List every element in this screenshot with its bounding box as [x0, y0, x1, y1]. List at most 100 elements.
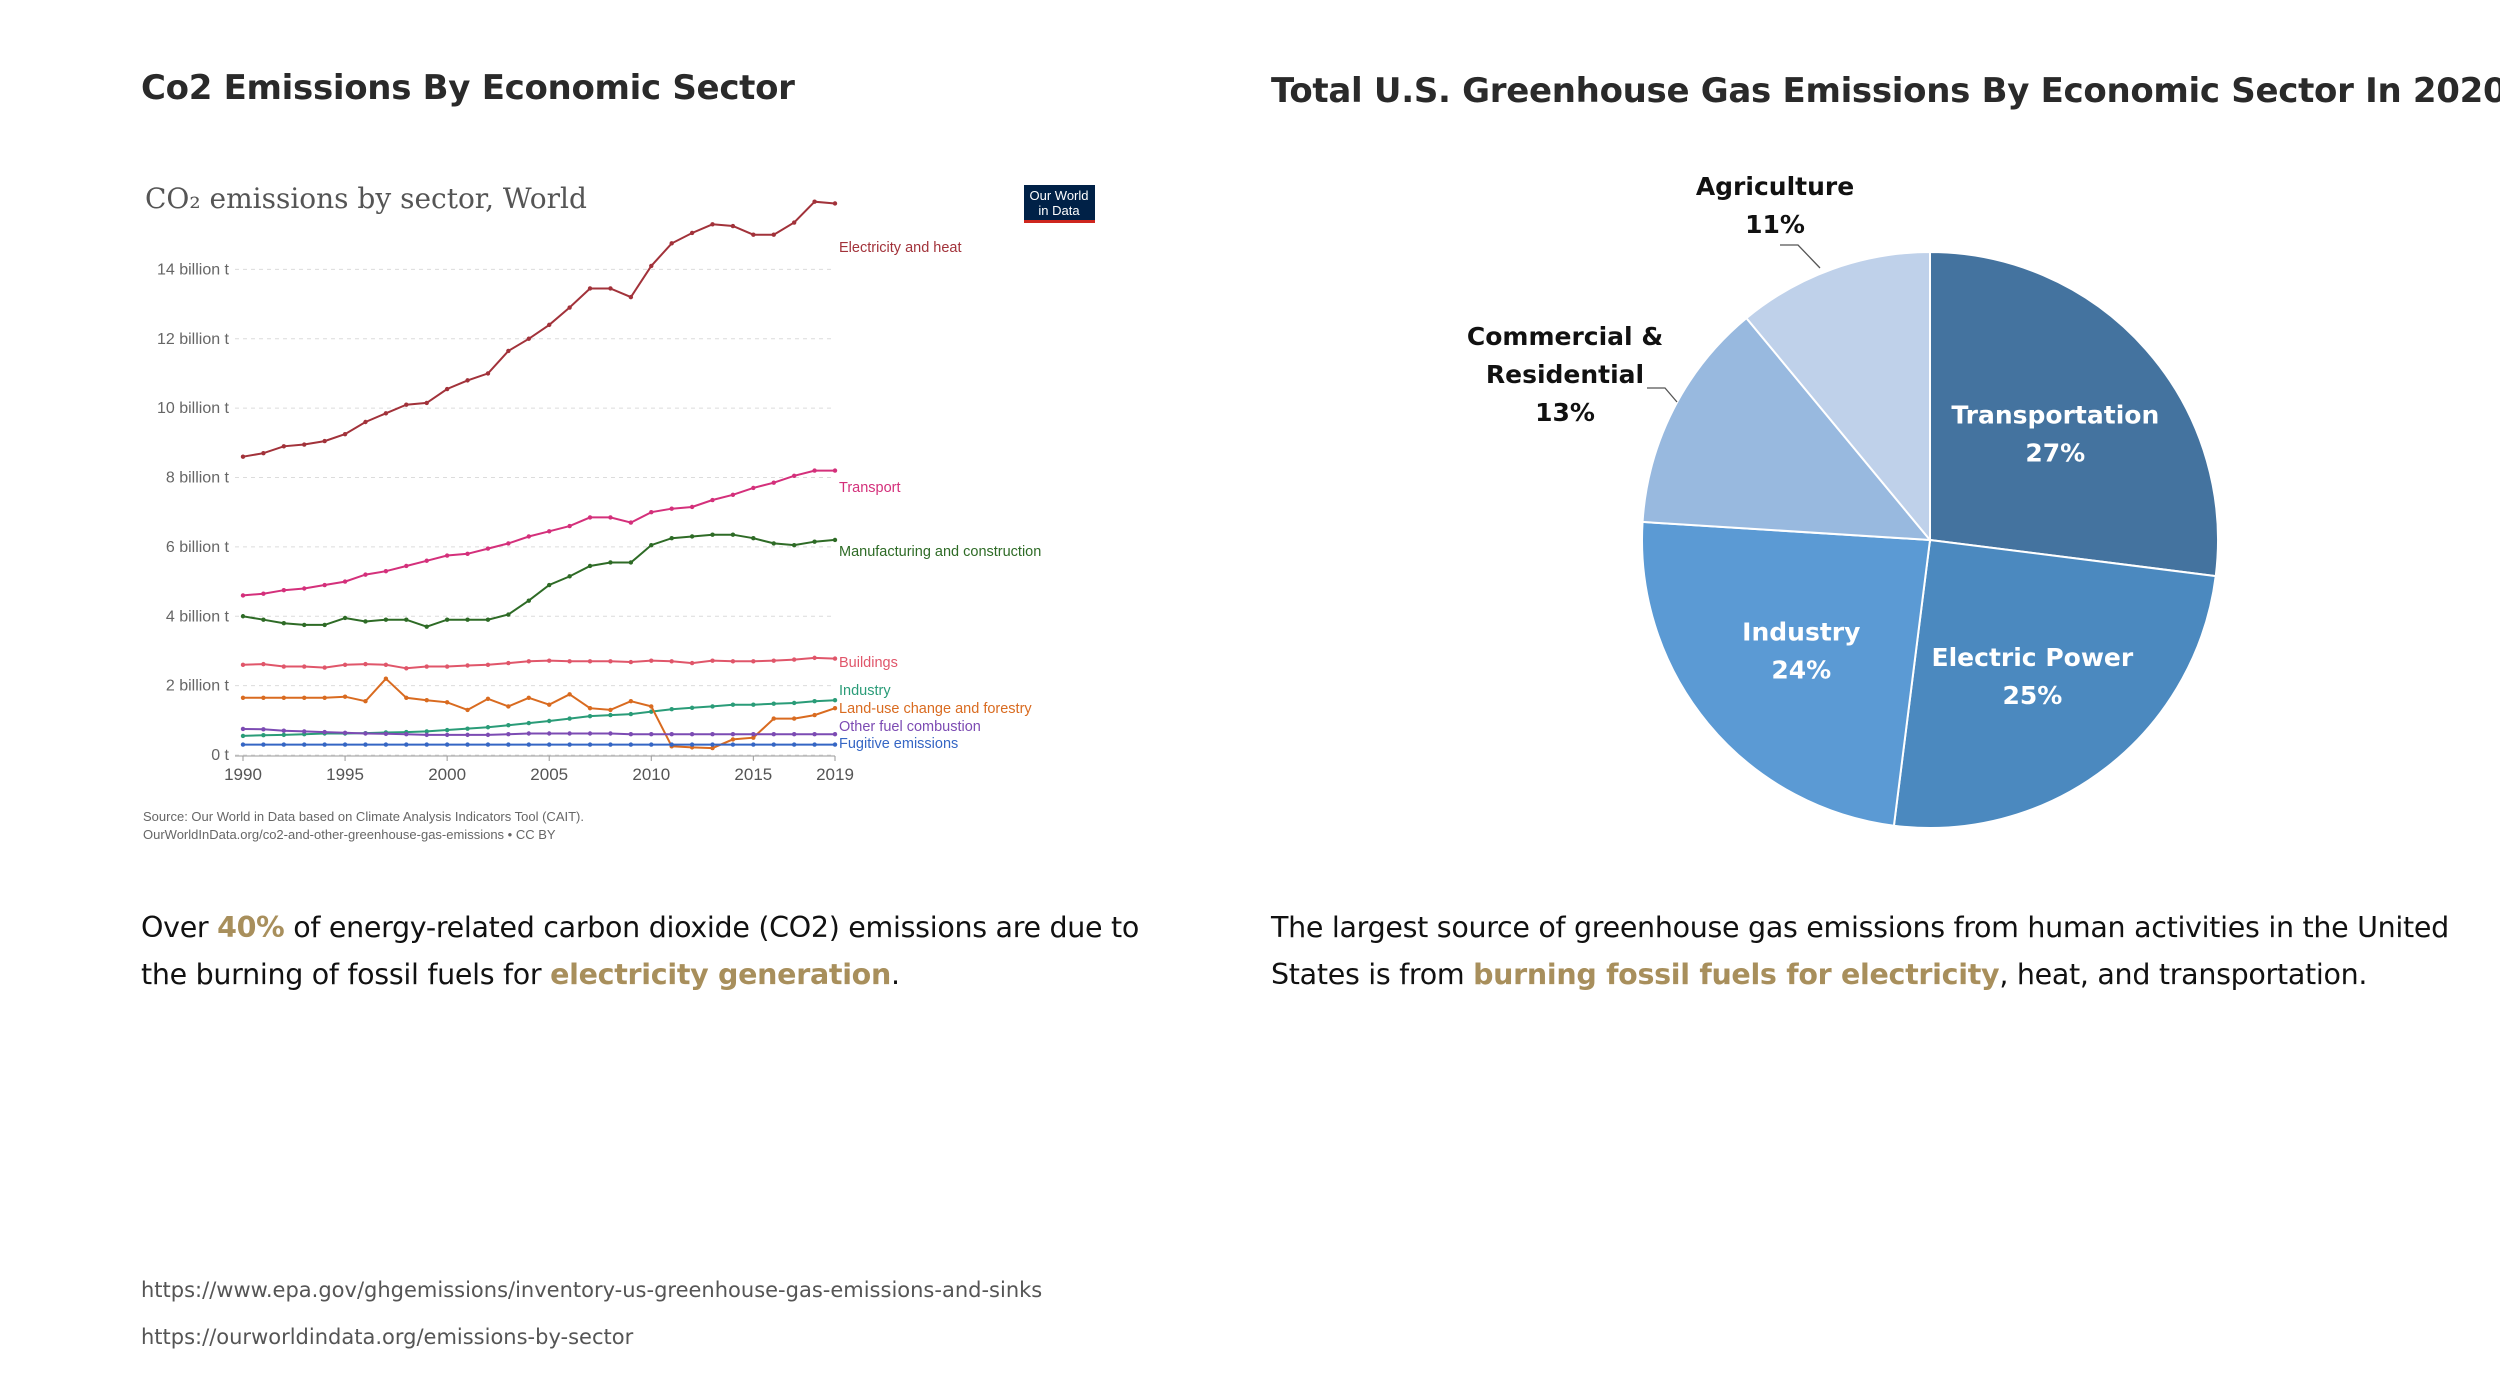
data-point	[730, 702, 736, 707]
data-point	[567, 659, 572, 664]
data-point	[608, 560, 613, 565]
data-point	[751, 742, 756, 747]
data-point	[689, 534, 695, 539]
data-point	[383, 617, 389, 622]
pie-slice-commercial	[1641, 316, 1933, 542]
data-point	[281, 695, 287, 700]
data-point	[587, 563, 593, 569]
source-link-epa[interactable]: https://www.epa.gov/ghgemissions/invento…	[141, 1278, 1043, 1302]
line-chart-series	[240, 199, 838, 751]
series-land-use-change-and-forestry	[240, 676, 838, 751]
x-tick-label: 1995	[326, 765, 364, 784]
data-point	[587, 742, 593, 747]
pie-labels: Transportation 27% Electric Power 25% Indust…	[1467, 172, 2159, 710]
data-point	[485, 742, 491, 747]
data-point	[465, 707, 470, 713]
data-point	[322, 729, 327, 735]
data-point	[608, 659, 613, 664]
data-point	[261, 661, 266, 667]
left-paragraph-line1: Over 40% of energy-related carbon dioxid…	[141, 911, 1140, 944]
data-point	[628, 731, 634, 737]
data-point	[710, 532, 715, 537]
data-point	[649, 542, 654, 548]
y-tick-label: 8 billion t	[166, 470, 230, 487]
data-point	[832, 201, 838, 206]
data-point	[649, 704, 654, 709]
data-point	[587, 286, 593, 291]
series-line-other-fuel-combustion	[242, 728, 835, 736]
series-label-industry: Industry	[839, 683, 891, 699]
data-point	[751, 731, 756, 737]
data-point	[506, 731, 511, 737]
data-point	[587, 659, 593, 664]
data-point	[812, 468, 817, 473]
data-point	[771, 658, 776, 663]
pie-value-electric-power: 25%	[2002, 681, 2062, 710]
x-tick-label: 2010	[632, 765, 670, 784]
data-point	[812, 199, 817, 204]
data-point	[771, 541, 776, 546]
data-point	[649, 742, 654, 747]
data-point	[281, 664, 287, 669]
pie-label-electric-power: Electric Power	[1932, 643, 2134, 672]
series-label-buildings: Buildings	[839, 655, 898, 671]
data-point	[669, 707, 674, 712]
data-point	[363, 661, 368, 667]
data-point	[567, 574, 572, 579]
data-point	[771, 731, 776, 737]
data-point	[649, 658, 654, 663]
highlight-40-percent: 40%	[217, 911, 285, 944]
data-point	[404, 731, 409, 737]
data-point	[465, 726, 470, 731]
data-point	[485, 617, 491, 622]
series-line-buildings	[242, 656, 836, 670]
data-point	[669, 731, 674, 737]
data-point	[730, 731, 736, 737]
data-point	[587, 713, 593, 719]
series-label-electricity-and-heat: Electricity and heat	[839, 240, 962, 256]
line-chart-x-ticks: 1990 1995 2000 2005 2010 2015 2019	[224, 756, 854, 784]
data-point	[444, 700, 450, 705]
series-label-fugitive-emissions: Fugitive emissions	[839, 736, 958, 752]
right-paragraph-line1: The largest source of greenhouse gas emi…	[1271, 911, 2449, 944]
x-tick-label: 2015	[734, 765, 772, 784]
data-point	[751, 485, 756, 491]
right-paragraph: The largest source of greenhouse gas emi…	[1271, 904, 2449, 998]
series-buildings	[240, 655, 838, 671]
pie-label-agriculture: Agriculture	[1696, 172, 1854, 201]
data-point	[649, 731, 654, 737]
co2-sector-line-chart: CO₂ emissions by sector, World Our World…	[143, 182, 1095, 842]
data-point	[526, 336, 531, 341]
data-point	[281, 588, 287, 593]
us-ghg-pie-chart: Transportation 27% Electric Power 25% Indust…	[1467, 172, 2219, 829]
data-point	[465, 742, 470, 747]
data-point	[281, 732, 287, 738]
data-point	[547, 731, 552, 736]
pie-value-commercial: 13%	[1535, 398, 1595, 427]
source-link-owid[interactable]: https://ourworldindata.org/emissions-by-…	[141, 1325, 634, 1349]
data-point	[526, 534, 531, 539]
data-point	[669, 659, 674, 664]
data-point	[649, 509, 654, 515]
data-point	[506, 348, 511, 354]
data-point	[342, 431, 348, 437]
x-tick-label: 2019	[816, 765, 854, 784]
data-point	[424, 558, 429, 563]
data-point	[383, 731, 389, 737]
data-point	[485, 725, 491, 730]
data-point	[791, 716, 797, 721]
data-point	[261, 733, 266, 738]
data-point	[363, 699, 368, 704]
left-heading: Co2 Emissions By Economic Sector	[141, 68, 795, 108]
data-point	[812, 699, 817, 704]
data-point	[485, 371, 491, 376]
data-point	[628, 659, 634, 665]
data-point	[322, 622, 327, 628]
data-point	[240, 733, 246, 739]
data-point	[567, 742, 572, 747]
data-point	[302, 442, 307, 447]
data-point	[342, 730, 348, 735]
data-point	[342, 662, 348, 668]
data-point	[404, 563, 409, 569]
pie-value-agriculture: 11%	[1745, 210, 1805, 239]
